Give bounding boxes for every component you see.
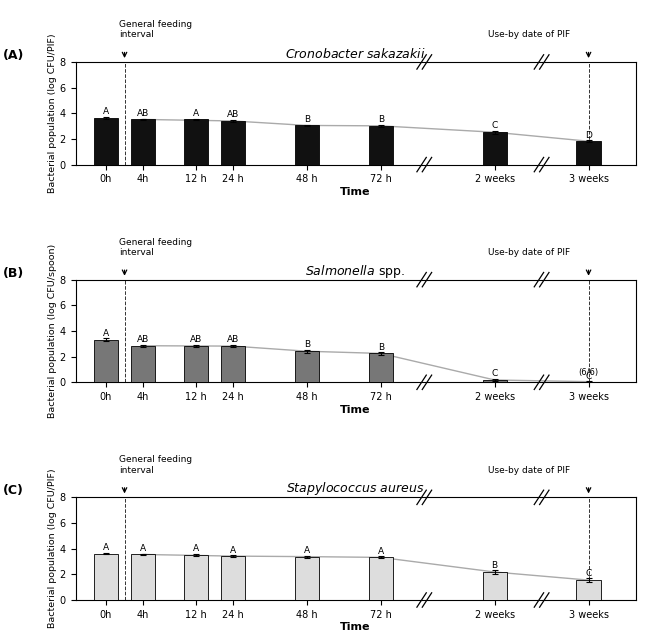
Text: (C): (C) — [3, 484, 24, 497]
Y-axis label: Bacterial population (log CFU/spoon): Bacterial population (log CFU/spoon) — [48, 244, 57, 418]
Text: AB: AB — [136, 335, 149, 344]
Bar — [94, 340, 118, 383]
Text: A: A — [103, 107, 109, 116]
Title: $\mathit{Salmonella}$ spp.: $\mathit{Salmonella}$ spp. — [306, 262, 406, 280]
Text: AB: AB — [136, 109, 149, 118]
Text: A: A — [103, 543, 109, 552]
Text: D: D — [585, 131, 592, 140]
Text: General feeding
interval: General feeding interval — [119, 20, 192, 39]
Bar — [184, 120, 209, 165]
Text: A: A — [378, 547, 384, 556]
Bar — [94, 554, 118, 600]
Bar — [483, 572, 506, 600]
Text: B: B — [492, 561, 498, 570]
Text: C: C — [585, 568, 592, 577]
Y-axis label: Bacterial population (log CFU/PIF): Bacterial population (log CFU/PIF) — [48, 33, 57, 193]
Text: Use-by date of PIF: Use-by date of PIF — [488, 466, 570, 475]
Bar — [184, 555, 209, 600]
X-axis label: Time: Time — [340, 622, 371, 633]
Bar — [483, 380, 506, 383]
Text: AB: AB — [190, 336, 202, 345]
Bar — [369, 354, 393, 383]
Text: AB: AB — [227, 111, 239, 120]
Text: AB: AB — [227, 336, 239, 345]
Bar — [576, 141, 601, 165]
Text: A: A — [140, 544, 146, 553]
Text: A: A — [304, 546, 310, 555]
Bar — [94, 118, 118, 165]
Bar — [130, 346, 154, 383]
Text: Use-by date of PIF: Use-by date of PIF — [488, 248, 570, 257]
Bar — [576, 580, 601, 600]
Text: General feeding
interval: General feeding interval — [119, 238, 192, 257]
Bar — [483, 132, 506, 165]
Y-axis label: Bacterial population (log CFU/PIF): Bacterial population (log CFU/PIF) — [48, 469, 57, 628]
X-axis label: Time: Time — [340, 405, 371, 415]
Bar — [221, 556, 245, 600]
Text: B: B — [378, 343, 384, 352]
Text: A: A — [103, 329, 109, 338]
Text: (B): (B) — [3, 267, 24, 280]
Text: C: C — [492, 122, 498, 131]
Text: B: B — [304, 340, 310, 349]
Text: B: B — [304, 115, 310, 124]
Text: A: A — [193, 545, 200, 554]
Title: $\mathit{Stapylococcus\ aureus}$: $\mathit{Stapylococcus\ aureus}$ — [286, 480, 424, 497]
Bar — [295, 557, 319, 600]
Bar — [184, 346, 209, 383]
Bar — [369, 557, 393, 600]
Bar — [130, 554, 154, 600]
Text: B: B — [378, 115, 384, 124]
Bar — [369, 126, 393, 165]
Bar — [295, 125, 319, 165]
Text: Use-by date of PIF: Use-by date of PIF — [488, 30, 570, 39]
Bar — [221, 346, 245, 383]
Text: A: A — [230, 545, 236, 554]
Text: (A): (A) — [3, 49, 24, 62]
Bar — [295, 351, 319, 383]
Text: A: A — [193, 109, 200, 118]
Text: General feeding
interval: General feeding interval — [119, 455, 192, 475]
Text: C: C — [585, 372, 592, 381]
Title: $\mathit{Cronobacter\ sakazakii}$: $\mathit{Cronobacter\ sakazakii}$ — [285, 47, 426, 61]
Text: C: C — [492, 369, 498, 378]
Bar — [130, 120, 154, 165]
Bar — [221, 121, 245, 165]
Text: (6/6): (6/6) — [579, 368, 599, 377]
X-axis label: Time: Time — [340, 187, 371, 197]
